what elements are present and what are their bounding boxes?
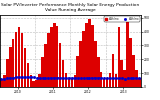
Bar bbox=[68, 79, 70, 87]
Bar bbox=[35, 80, 38, 87]
Bar bbox=[94, 41, 97, 87]
Bar bbox=[18, 28, 20, 87]
Bar bbox=[50, 28, 53, 87]
Bar bbox=[109, 73, 111, 87]
Bar bbox=[85, 23, 88, 87]
Bar bbox=[100, 72, 102, 87]
Bar bbox=[76, 56, 79, 87]
Bar bbox=[65, 73, 67, 87]
Bar bbox=[138, 78, 141, 87]
Bar bbox=[56, 26, 58, 87]
Bar bbox=[88, 19, 91, 87]
Bar bbox=[126, 22, 129, 87]
Bar bbox=[97, 57, 100, 87]
Bar bbox=[62, 60, 64, 87]
Bar bbox=[9, 47, 12, 87]
Bar bbox=[30, 75, 32, 87]
Bar bbox=[118, 28, 120, 87]
Bar bbox=[79, 41, 82, 87]
Bar bbox=[27, 64, 29, 87]
Bar bbox=[47, 33, 50, 87]
Bar bbox=[135, 70, 138, 87]
Bar bbox=[32, 81, 35, 87]
Bar bbox=[115, 74, 117, 87]
Bar bbox=[74, 75, 76, 87]
Legend: kWh/mo, kWh/mo: kWh/mo, kWh/mo bbox=[104, 16, 140, 22]
Bar bbox=[41, 57, 44, 87]
Bar bbox=[106, 78, 108, 87]
Bar bbox=[129, 38, 132, 87]
Bar bbox=[91, 25, 94, 87]
Bar bbox=[44, 44, 47, 87]
Bar bbox=[6, 59, 9, 87]
Bar bbox=[3, 74, 6, 87]
Bar bbox=[112, 55, 114, 87]
Bar bbox=[15, 32, 17, 87]
Bar bbox=[120, 60, 123, 87]
Bar bbox=[53, 23, 56, 87]
Bar bbox=[132, 55, 135, 87]
Bar bbox=[103, 79, 105, 87]
Bar bbox=[21, 33, 23, 87]
Bar bbox=[38, 74, 41, 87]
Bar bbox=[82, 31, 85, 87]
Bar bbox=[123, 70, 126, 87]
Bar bbox=[71, 79, 73, 87]
Bar bbox=[12, 38, 14, 87]
Bar bbox=[24, 48, 26, 87]
Bar bbox=[0, 79, 3, 87]
Text: Solar PV/Inverter Performance Monthly Solar Energy Production Value Running Aver: Solar PV/Inverter Performance Monthly So… bbox=[1, 3, 140, 12]
Bar bbox=[59, 43, 61, 87]
